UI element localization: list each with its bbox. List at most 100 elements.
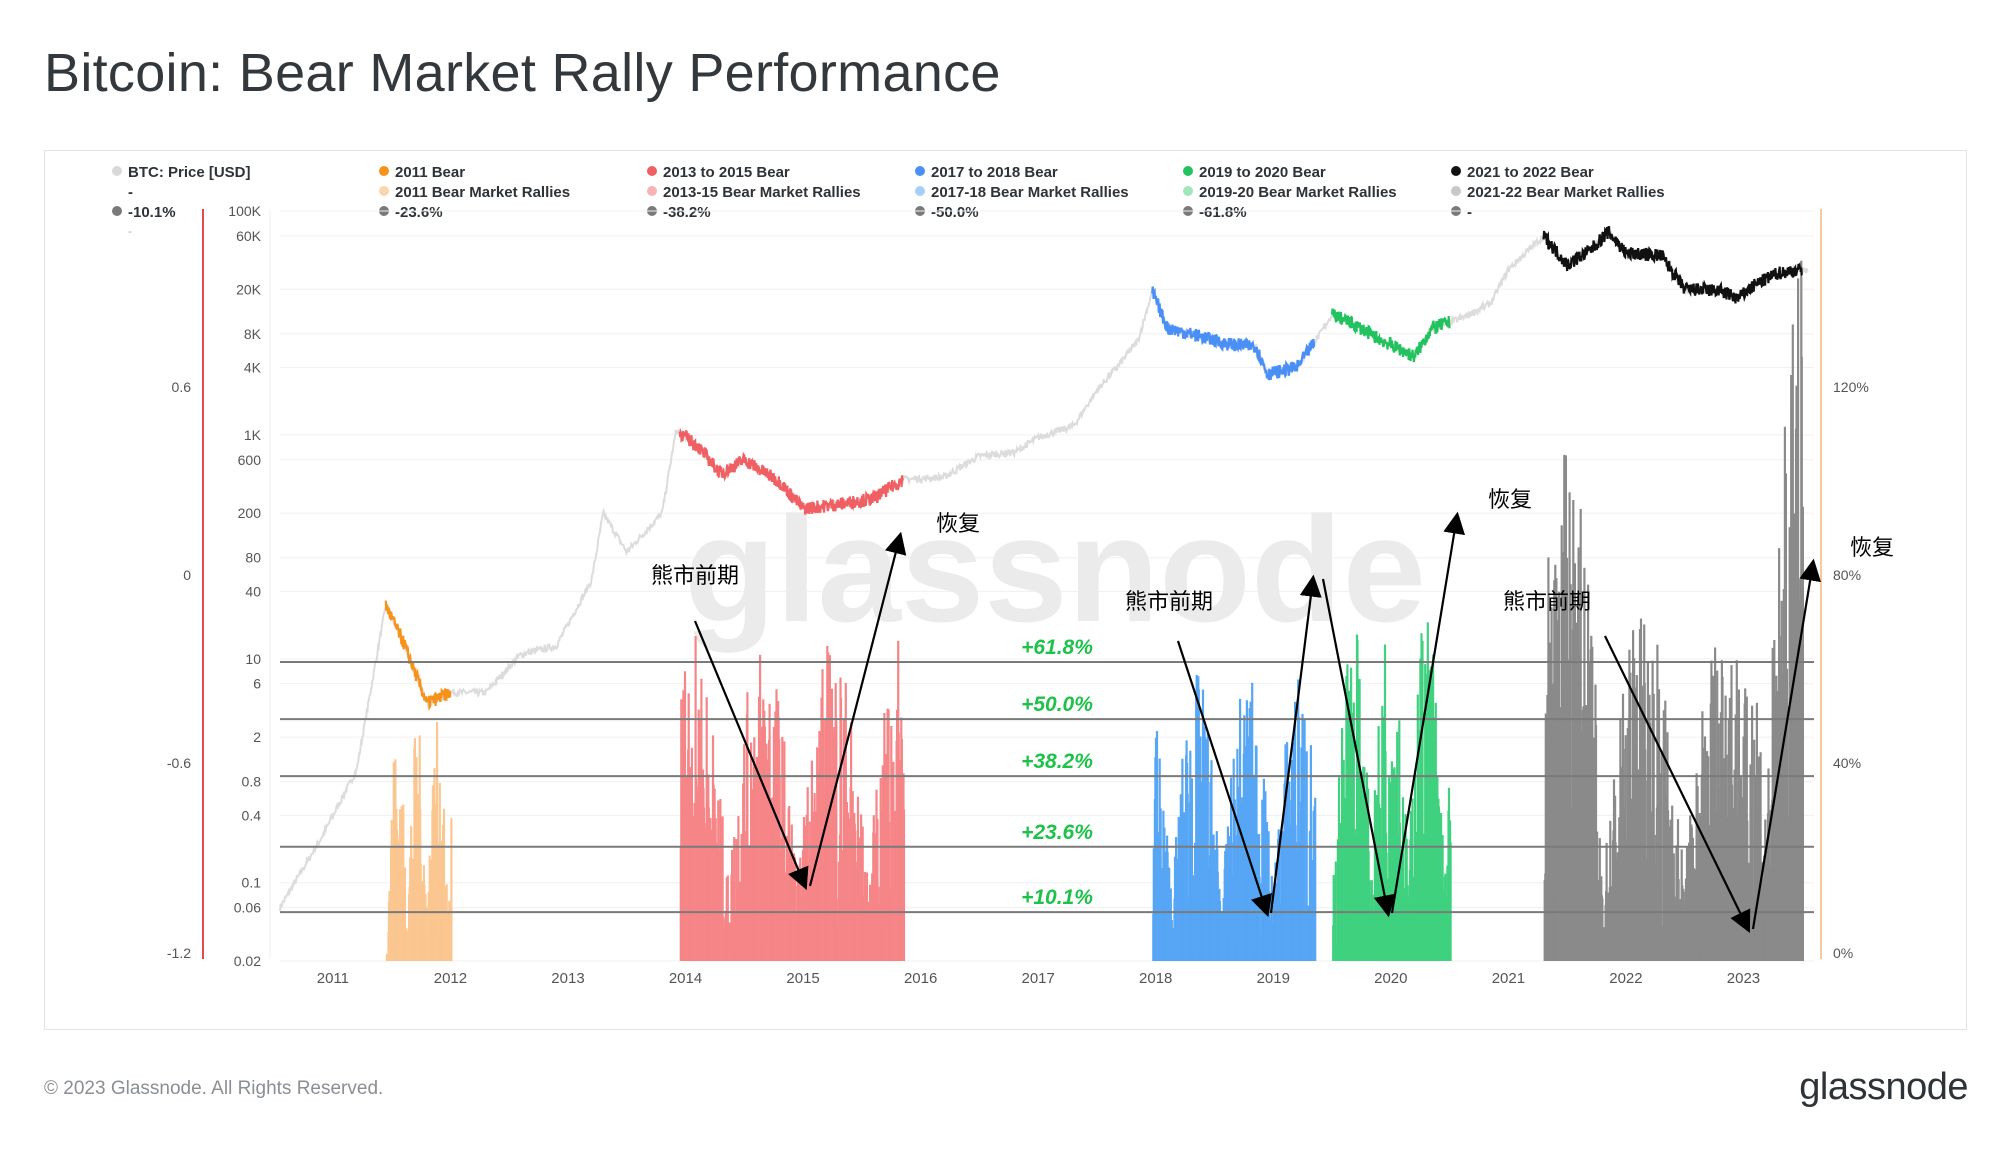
x-axis-tick: 2020 [1374, 970, 1407, 987]
rally-bar [1550, 607, 1553, 961]
rally-bar [1314, 797, 1317, 961]
rally-bar [860, 814, 863, 961]
annotation-arrow [1390, 511, 1466, 914]
rally-bar [1159, 808, 1162, 961]
price-axis-tick: 80 [245, 550, 261, 566]
rally-bar [1252, 774, 1255, 961]
rally-bar [1634, 687, 1637, 961]
rally-bar [1781, 672, 1784, 961]
rally-bar [863, 871, 866, 961]
rally-bar [722, 916, 725, 961]
rally-bar [1180, 833, 1183, 961]
price-axis-tick: 0.02 [234, 953, 261, 969]
left-axis-tick: 0.6 [172, 379, 192, 395]
annotation-arrow [1269, 574, 1322, 914]
rally-bar [392, 761, 395, 961]
rally-bar [1660, 750, 1663, 961]
left-axis-tick: -1.2 [167, 945, 191, 961]
annotation-label: 恢复 [1850, 535, 1894, 560]
legend-label: 2011 Bear [395, 164, 465, 181]
annotation-arrow [1321, 578, 1396, 918]
legend-value: -23.6% [395, 204, 443, 221]
rally-bar [1401, 797, 1405, 961]
fib-level-label: +38.2% [1021, 750, 1093, 773]
legend-swatch [1183, 166, 1193, 176]
rally-bar [1292, 742, 1295, 961]
rally-bar [768, 703, 771, 961]
annotation-arrow [808, 531, 907, 887]
rally-bar [1371, 894, 1374, 961]
price-axis-tick: 0.4 [242, 807, 262, 823]
rally-bar [1791, 324, 1794, 961]
bear-price-series [1331, 308, 1451, 363]
fib-level-label: +61.8% [1021, 636, 1093, 659]
rally-bar [413, 738, 416, 961]
legend-label: 2021 to 2022 Bear [1467, 164, 1594, 181]
rally-bar [726, 875, 729, 961]
rally-bar [1572, 500, 1575, 961]
annotation-arrow [1176, 640, 1272, 918]
annotation-label: 熊市前期 [651, 563, 739, 588]
legend-label: 2021-22 Bear Market Rallies [1467, 184, 1665, 201]
x-axis-tick: 2011 [317, 970, 349, 987]
price-axis-tick: 600 [238, 452, 262, 468]
rally-bar [1570, 807, 1573, 961]
rally-bar [1566, 659, 1569, 961]
rally-bar [734, 914, 737, 961]
legend-swatch [647, 186, 657, 196]
rally-bar [1350, 667, 1353, 961]
page-title: Bitcoin: Bear Market Rally Performance [44, 43, 1001, 103]
rally-bar [1629, 829, 1633, 961]
rally-bar [866, 901, 870, 961]
rally-bar [1186, 793, 1189, 961]
legend-swatch [379, 186, 389, 196]
rally-bar [830, 688, 834, 961]
rally-series [1151, 286, 1317, 961]
rally-bar [1652, 693, 1655, 961]
rally-bar [1388, 775, 1391, 961]
rally-bar [1609, 820, 1612, 961]
legend-value: -50.0% [931, 204, 979, 221]
price-axis-tick: 0.06 [234, 900, 261, 916]
rally-bar [1664, 700, 1667, 961]
rally-bar [1685, 846, 1689, 961]
rally-bar [1171, 927, 1174, 961]
rally-bar [403, 867, 406, 961]
chart-frame: BTC: Price [USD] - -10.1% -2011 Bear 2011 Be… [44, 150, 1967, 1030]
annotation-label: 恢复 [936, 511, 980, 536]
rally-bar [1305, 751, 1308, 961]
annotation-arrow [1604, 635, 1751, 933]
rally-bar [402, 804, 405, 961]
x-axis-tick: 2016 [904, 970, 937, 987]
rally-bar [1275, 883, 1278, 961]
rally-bar [1648, 722, 1652, 961]
rally-bar [1718, 799, 1721, 961]
rally-bar [1421, 641, 1424, 961]
rally-bar [410, 825, 413, 961]
rally-bar [1358, 678, 1361, 961]
rally-bar [1303, 719, 1306, 961]
rally-series [384, 600, 453, 961]
rally-bar [1764, 819, 1767, 961]
rally-bar [1721, 676, 1724, 961]
rally-bar [861, 826, 864, 961]
rally-bar [1730, 784, 1734, 961]
rally-bar [697, 709, 700, 961]
rally-bar [839, 698, 843, 961]
rally-bar [1307, 916, 1310, 961]
rally-bar [405, 928, 408, 961]
rally-bar [871, 873, 874, 961]
rally-bar [1271, 923, 1274, 961]
rally-bar [1782, 589, 1785, 961]
copyright-footer: © 2023 Glassnode. All Rights Reserved. [44, 1078, 384, 1099]
right-axis-tick: 0% [1833, 945, 1853, 961]
legend-label: - [128, 184, 133, 201]
rally-bar [1592, 737, 1595, 961]
rally-bar [746, 692, 749, 961]
rally-bar [1411, 876, 1415, 961]
price-axis-tick: 4K [244, 360, 262, 376]
rally-bar [1601, 898, 1604, 961]
rally-bar [779, 852, 782, 961]
rally-bar [1398, 822, 1401, 961]
